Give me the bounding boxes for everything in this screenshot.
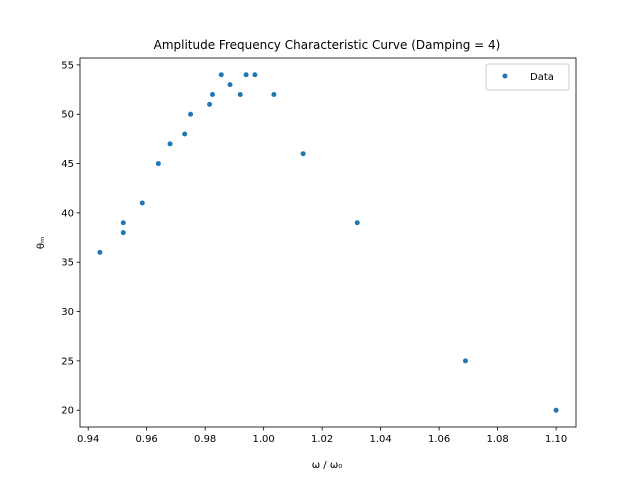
data-point xyxy=(97,249,103,255)
legend: Data xyxy=(485,63,570,91)
y-tick-label: 35 xyxy=(61,258,74,269)
data-point xyxy=(120,220,126,226)
legend-marker xyxy=(502,73,508,79)
x-tick-label: 1.08 xyxy=(486,434,508,445)
plot-area: 0.94 0.96 0.98 1.00 1.02 1.04 1.06 1.08 1.10 20 25… xyxy=(61,57,577,445)
data-point xyxy=(252,72,258,78)
data-point xyxy=(300,151,306,157)
data-point xyxy=(553,407,559,413)
data-point xyxy=(354,220,360,226)
legend-box xyxy=(485,63,570,91)
data-point xyxy=(243,72,249,78)
x-tick-label: 1.02 xyxy=(311,434,333,445)
data-point xyxy=(167,141,173,147)
data-point xyxy=(120,230,126,236)
data-point xyxy=(462,358,468,364)
x-tick-label: 1.04 xyxy=(370,434,392,445)
y-axis-label: θₘ xyxy=(36,237,47,249)
y-tick-label: 40 xyxy=(61,208,74,219)
x-tick-label: 1.06 xyxy=(428,434,450,445)
data-point xyxy=(155,161,161,167)
y-tick-label: 30 xyxy=(61,307,74,318)
data-point xyxy=(182,131,188,137)
legend-label: Data xyxy=(530,72,554,83)
x-tick-label: 1.10 xyxy=(545,434,567,445)
data-point xyxy=(218,72,224,78)
data-point xyxy=(207,101,213,107)
x-tick-label: 0.94 xyxy=(77,434,99,445)
data-point xyxy=(271,92,277,98)
data-point xyxy=(139,200,145,206)
data-point xyxy=(237,92,243,98)
data-point xyxy=(209,92,215,98)
y-tick-label: 45 xyxy=(61,159,74,170)
y-tick-label: 20 xyxy=(61,406,74,417)
y-tick-label: 25 xyxy=(61,356,74,367)
x-tick-label: 0.98 xyxy=(194,434,216,445)
y-tick-label: 50 xyxy=(61,110,74,121)
plot-frame xyxy=(79,57,577,428)
data-point xyxy=(227,82,233,88)
x-axis-label: ω / ω₀ xyxy=(312,460,342,471)
y-tick-label: 55 xyxy=(61,60,74,71)
x-tick-label: 0.96 xyxy=(136,434,158,445)
x-tick-label: 1.00 xyxy=(253,434,275,445)
chart-title: Amplitude Frequency Characteristic Curve… xyxy=(154,38,501,52)
data-point xyxy=(188,111,194,117)
